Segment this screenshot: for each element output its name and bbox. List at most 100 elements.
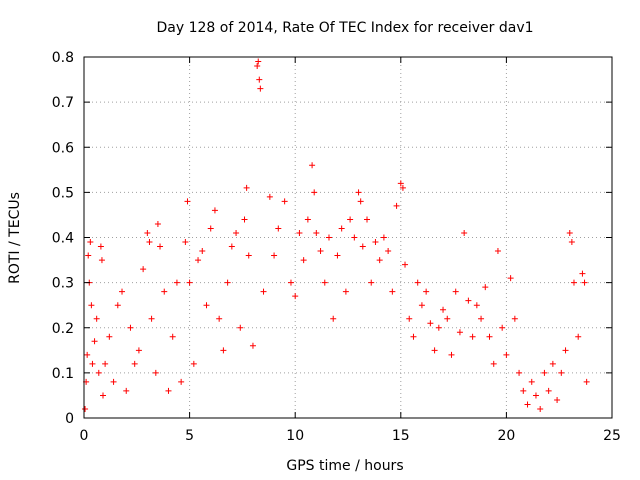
data-point bbox=[254, 63, 261, 70]
x-tick-label: 20 bbox=[497, 428, 515, 444]
data-point bbox=[440, 306, 447, 313]
data-point bbox=[266, 193, 273, 200]
data-point bbox=[570, 279, 577, 286]
data-point bbox=[311, 189, 318, 196]
data-point bbox=[184, 198, 191, 205]
data-point bbox=[260, 288, 267, 295]
data-point bbox=[245, 252, 252, 259]
data-point bbox=[123, 387, 130, 394]
data-point bbox=[558, 369, 565, 376]
data-point bbox=[456, 329, 463, 336]
data-point bbox=[300, 257, 307, 264]
data-point bbox=[364, 216, 371, 223]
data-point bbox=[144, 229, 151, 236]
data-point bbox=[89, 360, 96, 367]
data-point bbox=[461, 229, 468, 236]
data-point bbox=[275, 225, 282, 232]
data-point bbox=[562, 347, 569, 354]
data-point bbox=[84, 351, 91, 358]
data-point bbox=[549, 360, 556, 367]
data-point bbox=[257, 85, 264, 92]
x-tick-label: 5 bbox=[185, 428, 194, 444]
grid-lines bbox=[84, 57, 612, 418]
y-tick-label: 0.6 bbox=[52, 140, 74, 156]
data-point bbox=[169, 333, 176, 340]
data-point bbox=[271, 252, 278, 259]
data-point bbox=[157, 243, 164, 250]
data-point bbox=[435, 324, 442, 331]
data-point bbox=[511, 315, 518, 322]
y-tick-label: 0.8 bbox=[52, 50, 74, 66]
data-point bbox=[173, 279, 180, 286]
y-tick-label: 0.3 bbox=[52, 276, 74, 292]
data-point bbox=[351, 234, 358, 241]
data-point bbox=[516, 369, 523, 376]
data-point bbox=[127, 324, 134, 331]
data-point bbox=[237, 324, 244, 331]
data-point bbox=[452, 288, 459, 295]
data-point bbox=[473, 302, 480, 309]
data-point bbox=[131, 360, 138, 367]
x-tick-label: 10 bbox=[286, 428, 304, 444]
data-point bbox=[385, 248, 392, 255]
data-point bbox=[465, 297, 472, 304]
data-point bbox=[106, 333, 113, 340]
data-point bbox=[309, 162, 316, 169]
data-point bbox=[380, 234, 387, 241]
data-point bbox=[359, 243, 366, 250]
data-point bbox=[287, 279, 294, 286]
data-point bbox=[152, 369, 159, 376]
data-point bbox=[304, 216, 311, 223]
data-point bbox=[228, 243, 235, 250]
data-point bbox=[249, 342, 256, 349]
data-point bbox=[296, 229, 303, 236]
data-point bbox=[224, 279, 231, 286]
y-axis-label: ROTI / TECUs bbox=[7, 192, 23, 284]
data-point bbox=[486, 333, 493, 340]
data-point bbox=[85, 252, 92, 259]
data-point bbox=[110, 378, 117, 385]
data-point bbox=[503, 351, 510, 358]
data-point bbox=[444, 315, 451, 322]
data-point bbox=[499, 324, 506, 331]
x-tick-label: 25 bbox=[603, 428, 621, 444]
data-point bbox=[233, 229, 240, 236]
data-point bbox=[91, 338, 98, 345]
data-point bbox=[199, 248, 206, 255]
data-point bbox=[568, 239, 575, 246]
y-tick-label: 0.5 bbox=[52, 185, 74, 201]
y-tick-label: 0.2 bbox=[52, 321, 74, 337]
data-point bbox=[469, 333, 476, 340]
data-point bbox=[528, 378, 535, 385]
data-point bbox=[490, 360, 497, 367]
data-point bbox=[148, 315, 155, 322]
y-tick-label: 0.7 bbox=[52, 95, 74, 111]
data-point bbox=[256, 76, 263, 83]
data-point bbox=[255, 58, 262, 65]
data-point bbox=[114, 302, 121, 309]
data-point bbox=[554, 396, 561, 403]
data-point bbox=[431, 347, 438, 354]
y-tick-label: 0.4 bbox=[52, 231, 74, 247]
data-point bbox=[448, 351, 455, 358]
data-point bbox=[507, 275, 514, 282]
data-point bbox=[87, 239, 94, 246]
data-point bbox=[140, 266, 147, 273]
data-point bbox=[100, 392, 107, 399]
data-point bbox=[372, 239, 379, 246]
data-point bbox=[581, 279, 588, 286]
data-point bbox=[423, 288, 430, 295]
data-point bbox=[178, 378, 185, 385]
data-point bbox=[161, 288, 168, 295]
data-point bbox=[389, 288, 396, 295]
data-point bbox=[583, 378, 590, 385]
data-point bbox=[330, 315, 337, 322]
data-point bbox=[334, 252, 341, 259]
data-point bbox=[146, 239, 153, 246]
data-point bbox=[532, 392, 539, 399]
data-point bbox=[338, 225, 345, 232]
data-point bbox=[541, 369, 548, 376]
data-point bbox=[292, 293, 299, 300]
data-points bbox=[82, 58, 590, 412]
